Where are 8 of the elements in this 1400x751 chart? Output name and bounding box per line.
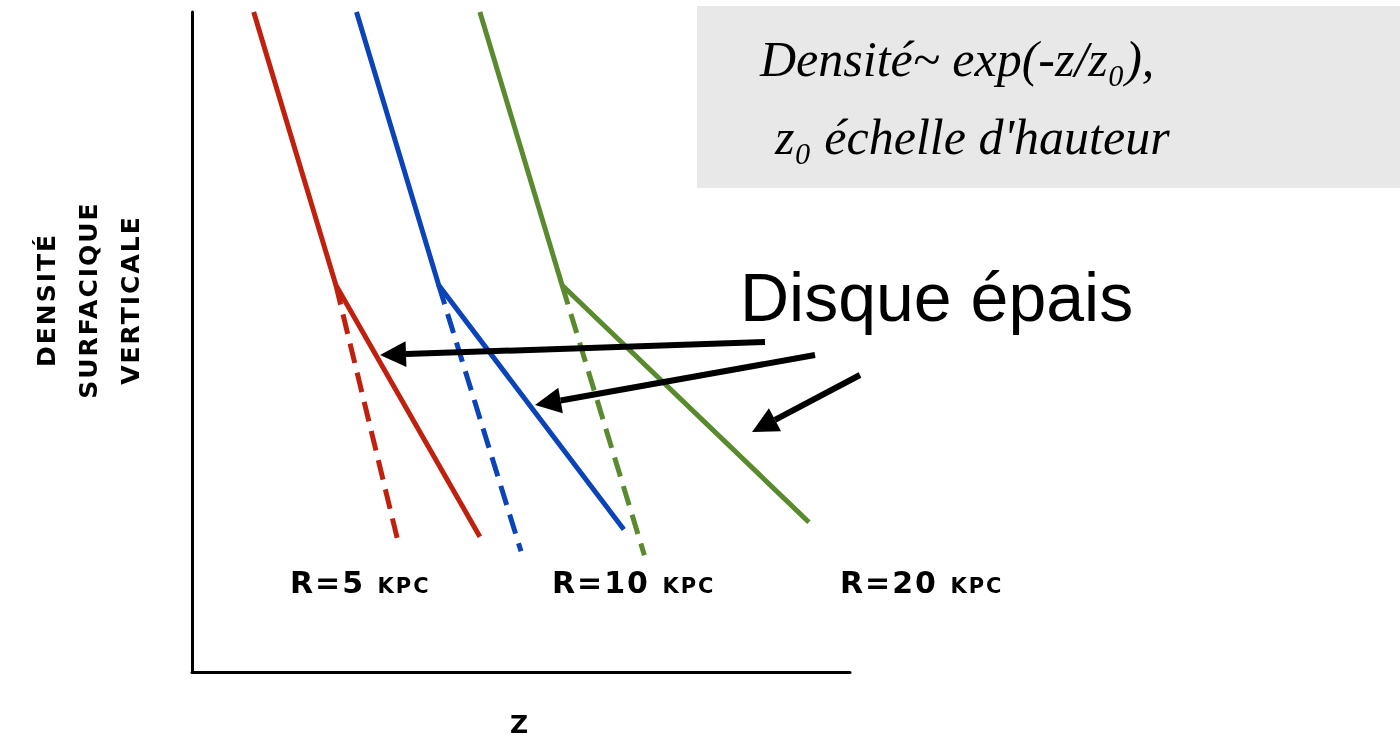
series-label: R=10 kpc bbox=[552, 565, 716, 600]
x-axis-title: z bbox=[510, 700, 531, 741]
annotation: Densité~ exp(-z/z₀), bbox=[760, 30, 1155, 88]
series-label: R=20 kpc bbox=[840, 565, 1004, 600]
annotation: Disque épais bbox=[740, 258, 1134, 336]
series-label: R=5 kpc bbox=[290, 565, 431, 600]
y-axis-title: Densité surfacique verticale bbox=[22, 200, 148, 401]
annotation: z₀ échelle d'hauteur bbox=[775, 108, 1170, 166]
